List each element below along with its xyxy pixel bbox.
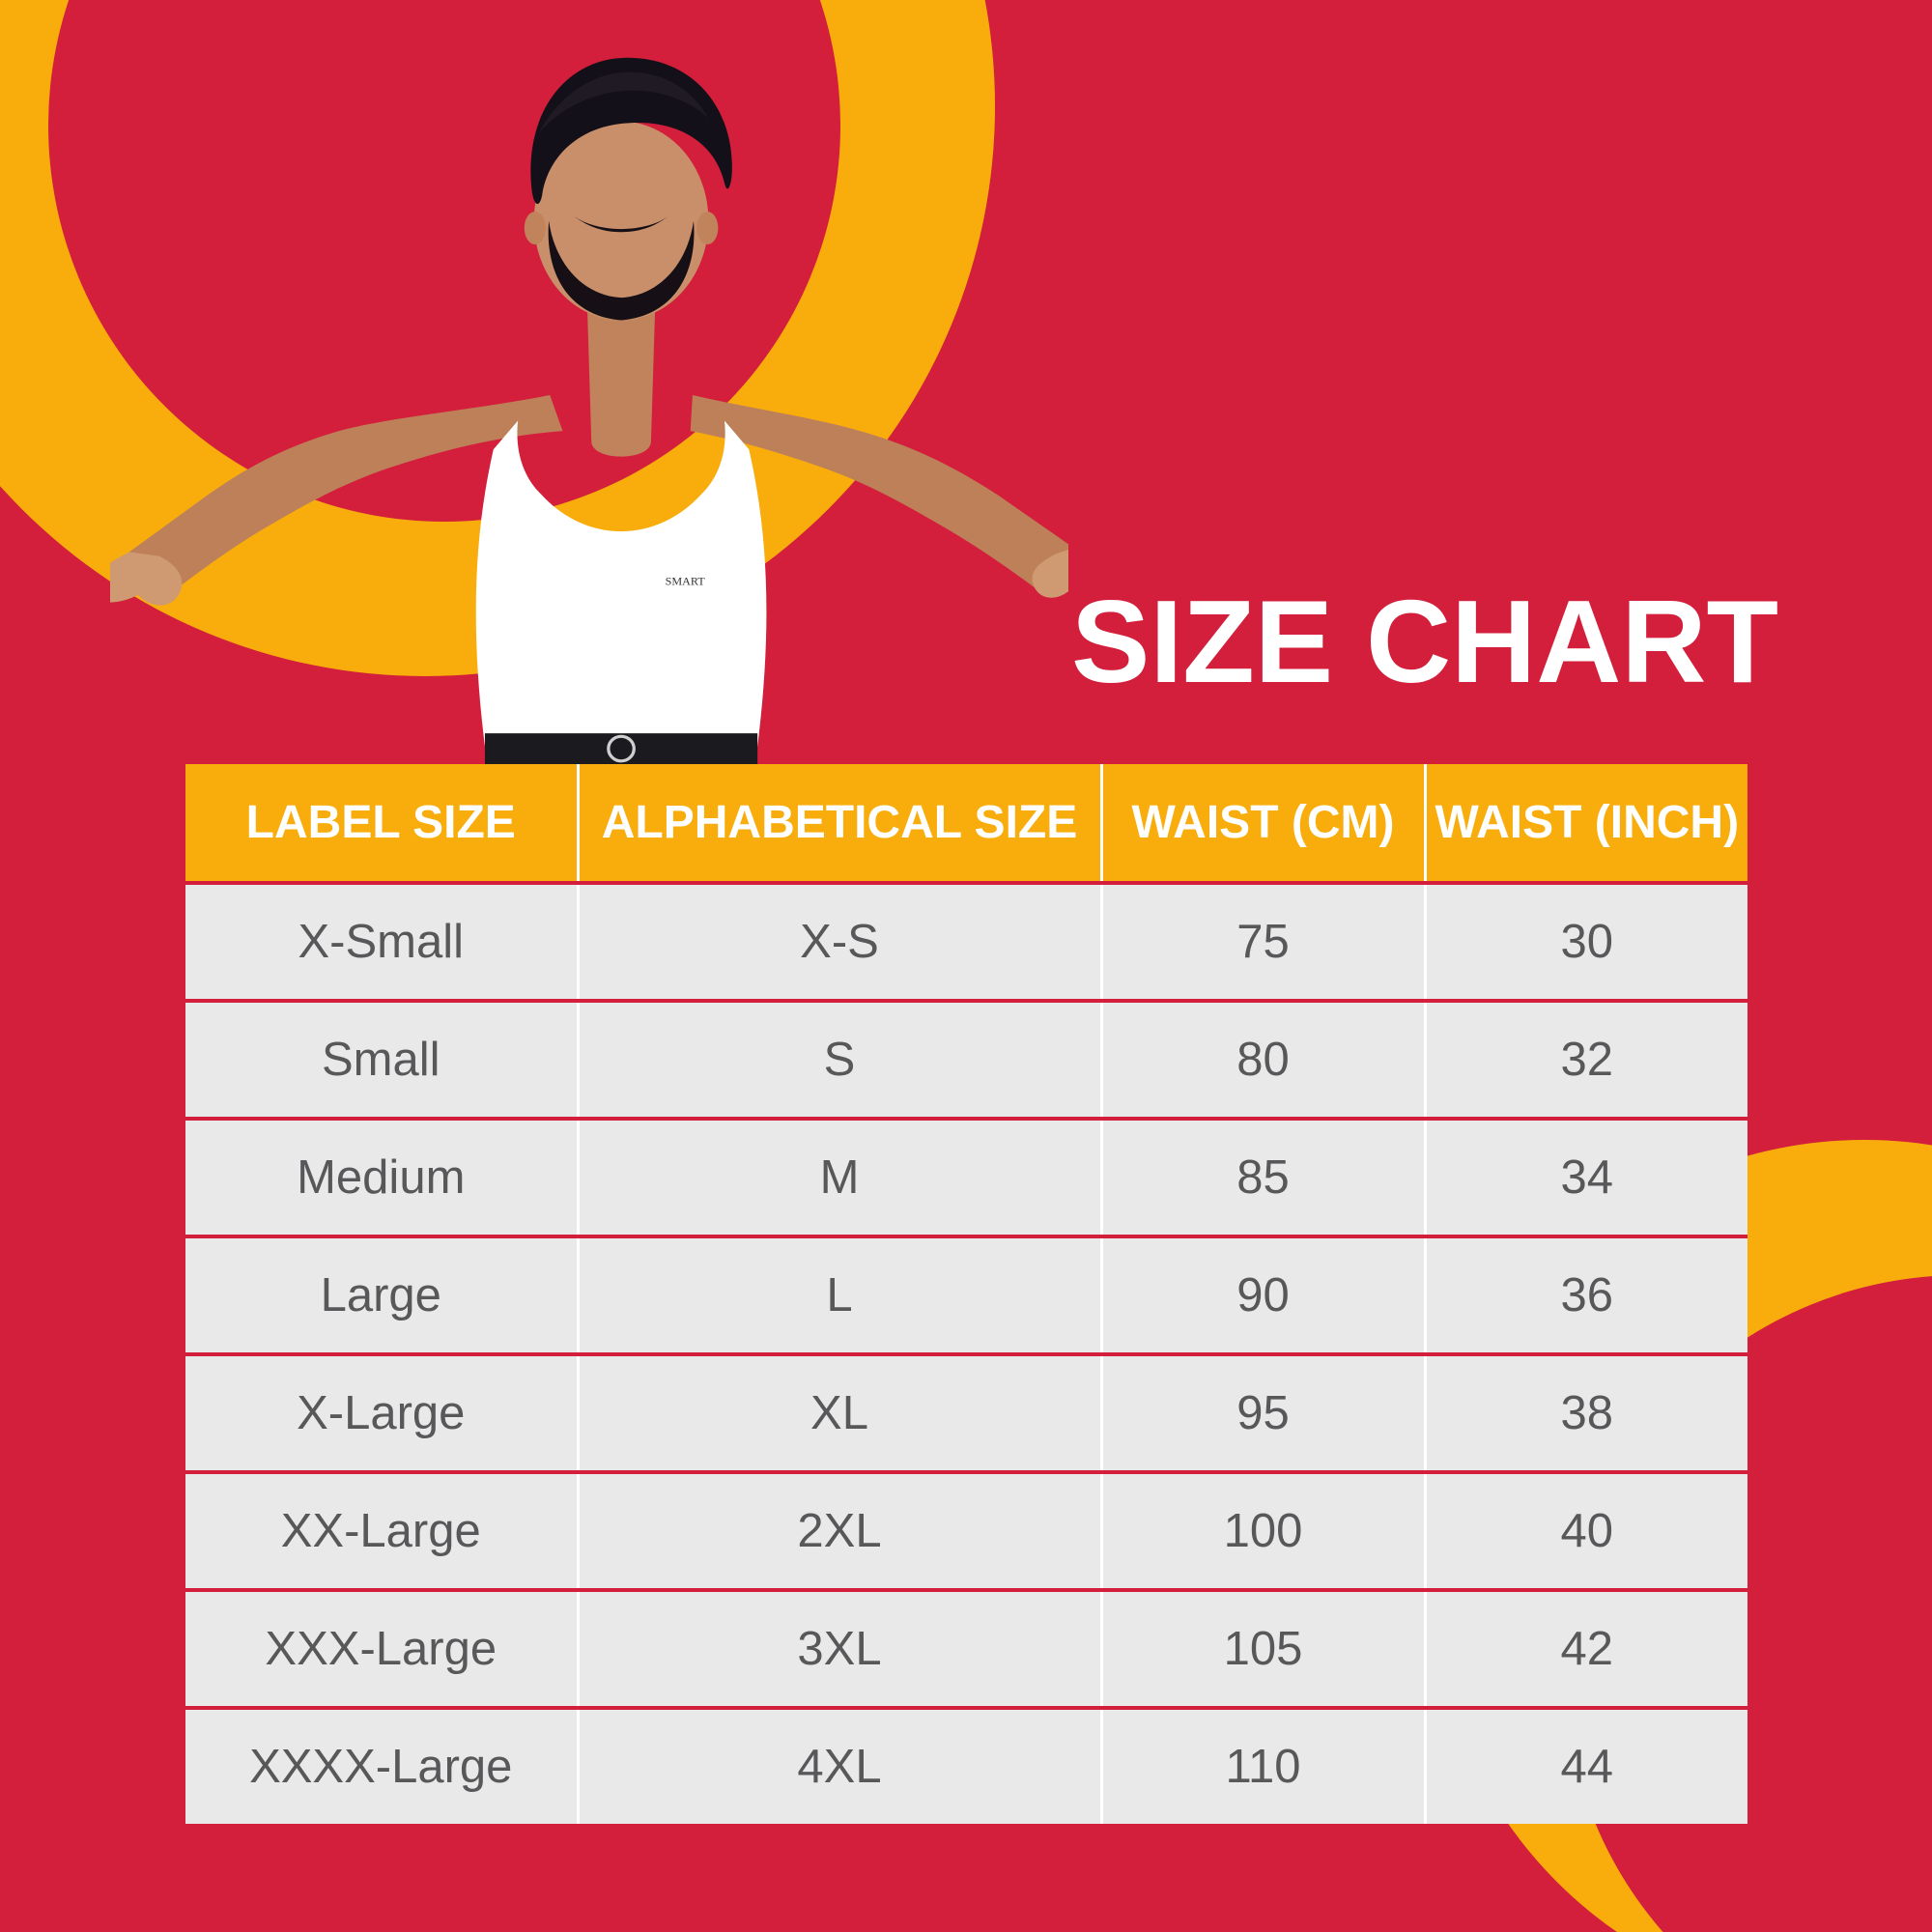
svg-text:SMART: SMART <box>666 574 706 587</box>
